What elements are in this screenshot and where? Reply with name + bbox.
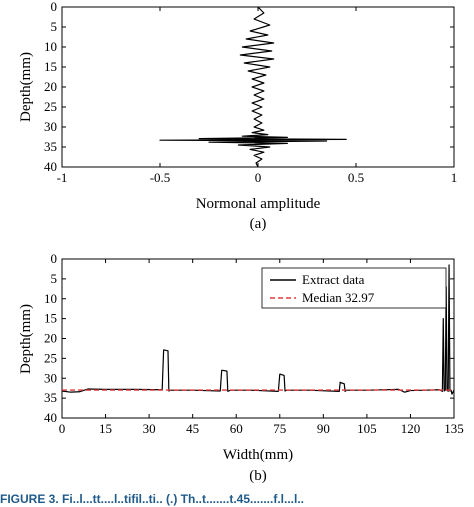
panel-b-label: (b): [249, 468, 267, 484]
panel-b-xtick-label: 60: [230, 421, 243, 436]
panel-b-xtick-label: 135: [444, 421, 464, 436]
panel-a-lines: [159, 6, 347, 168]
panel-b-ylabel: Depth(mm): [18, 304, 34, 374]
panel-b-xtick-label: 45: [186, 421, 199, 436]
panel-a-ytick-label: 5: [51, 19, 58, 34]
panel-a-ytick-label: 30: [44, 119, 57, 134]
panel-b-legend: Extract data Median 32.97: [261, 267, 447, 309]
panel-b-xtick-label: 75: [273, 421, 286, 436]
legend-box: [261, 267, 447, 309]
panel-a-xtick-label: 0: [255, 170, 262, 185]
panel-a-ytick-label: 20: [44, 79, 57, 94]
panel-a-xlabel: Normonal amplitude: [196, 196, 321, 212]
panel-b-xtick-label: 90: [317, 421, 330, 436]
panel-b: 0 15 30 45 60 75 90 105 120 135 0 5 10 15 20 25 30 35 40 D…: [18, 251, 464, 484]
panel-a-ytick-label: 25: [44, 99, 57, 114]
panel-b-ytick-label: 5: [51, 271, 58, 286]
panel-a-ytick-label: 10: [44, 39, 57, 54]
panel-b-xtick-label: 105: [357, 421, 377, 436]
legend-label-median: Median 32.97: [302, 290, 375, 305]
legend-label-extract: Extract data: [302, 272, 365, 287]
panel-b-xlabel: Width(mm): [223, 447, 293, 463]
panel-b-ytick-label: 15: [44, 311, 57, 326]
panel-b-ticks: 0 15 30 45 60 75 90 105 120 135 0 5 10 15 20 25 30 35 40: [44, 251, 464, 436]
panel-a-ylabel: Depth(mm): [18, 52, 34, 122]
panel-b-ytick-label: 25: [44, 350, 57, 365]
panel-b-xtick-label: 120: [401, 421, 421, 436]
panel-a-series-0-line: [159, 6, 347, 168]
panel-b-xtick-label: 0: [59, 421, 66, 436]
panel-b-ytick-label: 30: [44, 370, 57, 385]
panel-a-ytick-label: 0: [51, 0, 58, 14]
panel-a-label: (a): [250, 216, 267, 232]
panel-a-ytick-label: 40: [44, 159, 57, 174]
panel-b-ytick-label: 35: [44, 390, 57, 405]
panel-a-ytick-label: 15: [44, 59, 57, 74]
panel-a-xtick-label: 0.5: [348, 170, 364, 185]
figure-caption: FIGURE 3. Fi..l...tt....l..tifil..ti.. (…: [0, 492, 304, 506]
panel-a-xtick-label: 1: [451, 170, 458, 185]
panel-b-ytick-label: 40: [44, 410, 57, 425]
panel-b-ytick-label: 0: [51, 251, 58, 266]
panel-a-ytick-label: 35: [44, 139, 57, 154]
panel-b-ytick-label: 20: [44, 331, 57, 346]
panel-a-xtick-label: -0.5: [150, 170, 171, 185]
panel-b-lines: [61, 264, 455, 395]
panel-a-xtick-label: -1: [57, 170, 68, 185]
panel-b-ytick-label: 10: [44, 291, 57, 306]
panel-b-xtick-label: 15: [99, 421, 112, 436]
panel-b-xtick-label: 30: [143, 421, 156, 436]
